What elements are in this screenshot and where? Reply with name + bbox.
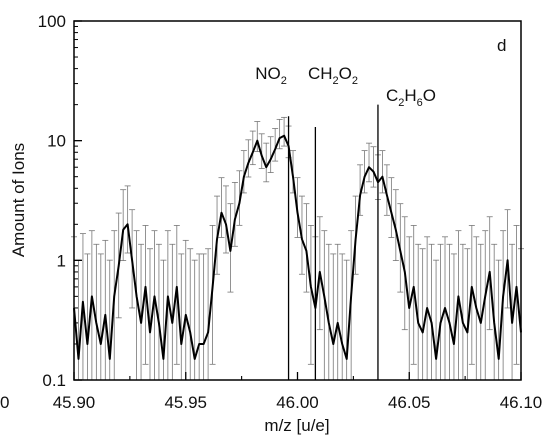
- clipped-tick-label: 0: [0, 393, 9, 412]
- y-tick-label: 0.1: [42, 371, 66, 390]
- panel-label: d: [497, 36, 506, 55]
- peak-label-part: 2: [333, 75, 339, 87]
- peak-label-part: NO: [255, 64, 281, 83]
- y-tick-label: 100: [38, 12, 66, 31]
- x-axis-title: m/z [u/e]: [264, 416, 329, 435]
- peak-label: CH2O2: [308, 64, 358, 87]
- spectrum-line-layer: [73, 134, 522, 360]
- x-tick-label: 46.05: [388, 393, 431, 412]
- peak-label-part: CH: [308, 64, 333, 83]
- x-tick-label: 45.90: [53, 393, 96, 412]
- peak-label-part: O: [423, 86, 436, 105]
- peak-label-part: 2: [352, 75, 358, 87]
- y-axis-title: Amount of Ions: [9, 143, 28, 257]
- axis-ticks: 45.90 45.95 46.00 46.05 46.10 0.1 1 10 100: [38, 12, 543, 412]
- peak-label: NO2: [255, 64, 287, 87]
- x-tick-label: 46.00: [276, 393, 319, 412]
- peak-label-part: C: [386, 86, 398, 105]
- y-tick-label: 10: [47, 132, 66, 151]
- y-tick-label: 1: [57, 251, 66, 270]
- peak-label-part: 2: [281, 75, 287, 87]
- peak-label-part: 6: [417, 97, 423, 109]
- error-bars: [71, 116, 524, 380]
- peak-label-part: O: [339, 64, 352, 83]
- peak-label-part: H: [404, 86, 416, 105]
- peak-label: C2H6O: [386, 86, 436, 109]
- peak-label-part: 2: [398, 97, 404, 109]
- x-tick-label: 45.95: [164, 393, 207, 412]
- spectrum-line: [73, 134, 522, 360]
- x-tick-label: 46.10: [500, 393, 543, 412]
